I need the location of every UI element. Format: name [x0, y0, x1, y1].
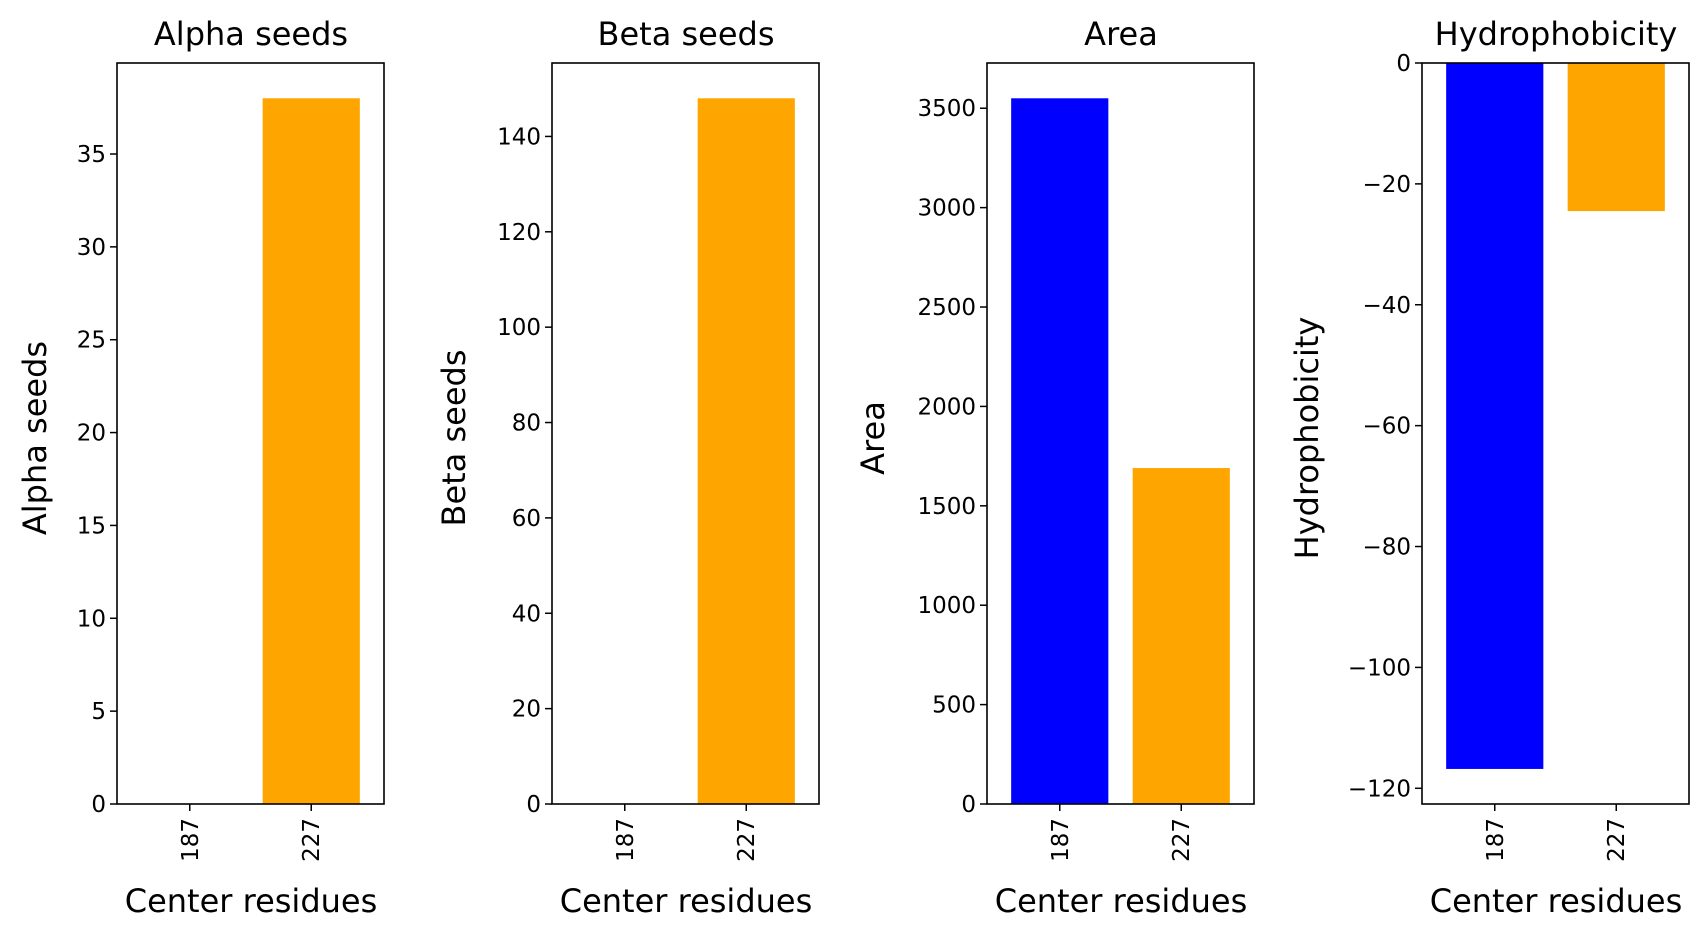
y-tick-label: −40	[1362, 293, 1411, 319]
y-tick-label: 2000	[917, 394, 976, 420]
x-axis-label: Center residues	[560, 882, 813, 920]
y-tick-label: 10	[77, 606, 106, 632]
bar-227	[1567, 63, 1665, 212]
y-tick-label: −20	[1362, 172, 1411, 198]
y-tick-label: 20	[512, 697, 541, 723]
y-tick-label: 60	[512, 506, 541, 532]
y-tick-label: −80	[1362, 535, 1411, 561]
panel-title: Alpha seeds	[154, 15, 348, 53]
panel-title: Hydrophobicity	[1435, 15, 1678, 53]
y-tick-label: 5	[91, 699, 106, 725]
y-axis-label: Beta seeds	[435, 350, 473, 527]
x-tick-label: 227	[734, 818, 760, 862]
y-tick-label: 0	[1396, 51, 1411, 77]
y-tick-label: −100	[1348, 655, 1411, 681]
y-tick-label: 3500	[917, 96, 976, 122]
x-tick-label: 187	[1048, 818, 1074, 862]
bar-227	[1132, 468, 1230, 804]
hydrophobicity-panel: Hydrophobicity Hydrophobicity Center res…	[1288, 15, 1690, 920]
x-tick-label: 227	[1604, 818, 1630, 862]
y-axis-label: Hydrophobicity	[1288, 317, 1326, 560]
y-tick-label: 500	[932, 693, 976, 719]
y-tick-label: 40	[512, 601, 541, 627]
axes-frame	[986, 62, 1255, 805]
y-tick-label: 120	[497, 220, 541, 246]
bar-187	[1446, 63, 1544, 769]
y-tick-label: 0	[526, 792, 541, 818]
y-tick-label: 15	[77, 513, 106, 539]
y-tick-label: 3000	[917, 196, 976, 222]
bar-227	[697, 98, 795, 805]
y-axis-label: Alpha seeds	[16, 341, 54, 535]
y-tick-label: 0	[961, 792, 976, 818]
x-axis-label: Center residues	[125, 882, 378, 920]
y-tick-label: 0	[91, 792, 106, 818]
axes-frame	[551, 62, 820, 805]
beta-seeds-panel: Beta seeds Beta seeds Center residues 18…	[435, 15, 820, 920]
y-tick-label: 2500	[917, 295, 976, 321]
x-axis-label: Center residues	[1430, 882, 1683, 920]
x-axis-label: Center residues	[995, 882, 1248, 920]
y-tick-label: 30	[77, 235, 106, 261]
bar-227	[262, 98, 360, 805]
alpha-seeds-panel: Alpha seeds Alpha seeds Center residues …	[16, 15, 385, 920]
y-tick-label: 100	[497, 315, 541, 341]
x-tick-label: 227	[1169, 818, 1195, 862]
y-tick-label: −120	[1348, 776, 1411, 802]
y-axis-label: Area	[854, 401, 892, 475]
y-tick-label: −60	[1362, 414, 1411, 440]
y-tick-label: 140	[497, 124, 541, 150]
panel-title: Area	[1084, 15, 1158, 53]
x-tick-label: 187	[178, 818, 204, 862]
axes-frame	[1421, 62, 1690, 805]
x-tick-label: 187	[1483, 818, 1509, 862]
x-tick-label: 227	[299, 818, 325, 862]
panel-title: Beta seeds	[598, 15, 775, 53]
y-tick-label: 1000	[917, 593, 976, 619]
y-tick-label: 1500	[917, 494, 976, 520]
x-tick-label: 187	[613, 818, 639, 862]
y-tick-label: 20	[77, 421, 106, 447]
y-tick-label: 35	[77, 142, 106, 168]
y-tick-label: 25	[77, 328, 106, 354]
area-panel: Area Area Center residues 187 227 0 500 1000…	[854, 15, 1255, 920]
axes-frame	[116, 62, 385, 805]
bar-187	[1011, 98, 1109, 805]
y-tick-label: 80	[512, 411, 541, 437]
